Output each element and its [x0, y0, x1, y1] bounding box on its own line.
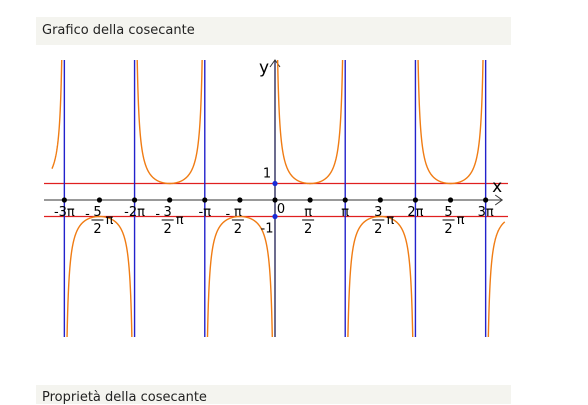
x-tick-label-numerator: 5	[444, 205, 452, 220]
x-axis-label: x	[492, 177, 502, 197]
x-tick-point	[272, 197, 278, 203]
section-title: Proprietà della cosecante	[42, 390, 207, 405]
y-tick-label: 1	[263, 167, 271, 182]
x-tick-point	[237, 197, 243, 203]
x-tick-point	[131, 197, 138, 203]
csc-curve-branch	[51, 60, 63, 169]
x-tick-point	[447, 197, 454, 203]
x-tick-label-denominator: 2	[374, 222, 382, 237]
csc-curve-branch	[487, 221, 506, 337]
section-header-grafico: Grafico della cosecante	[36, 17, 511, 45]
x-tick-label-numerator: 5	[93, 205, 101, 220]
csc-curve-branch	[136, 60, 203, 185]
x-tick-label-sign: -	[155, 207, 160, 222]
x-tick-label-sign: -	[85, 207, 90, 222]
x-tick-label-pi: π	[106, 213, 114, 228]
x-tick-label: -3π	[54, 205, 75, 220]
x-tick-point	[61, 197, 67, 203]
x-tick-point	[412, 197, 419, 203]
y-tick-label: -1	[261, 222, 274, 237]
x-tick-label: 2π	[407, 205, 423, 220]
y-tick-point	[272, 213, 278, 220]
x-tick-point	[167, 197, 173, 203]
x-axis-arrow	[494, 194, 504, 206]
x-tick-label: -π	[199, 205, 212, 220]
y-tick-point	[272, 180, 278, 187]
x-tick-point	[307, 197, 313, 203]
x-tick-label-denominator: 2	[164, 222, 172, 237]
x-tick-label-denominator: 2	[234, 222, 242, 237]
x-tick-label-pi: π	[176, 213, 184, 228]
x-tick-label-pi: π	[386, 213, 394, 228]
y-axis-label: y	[259, 58, 269, 78]
x-tick-label-numerator: 3	[164, 205, 172, 220]
x-tick-label-denominator: 2	[93, 222, 101, 237]
x-tick-label-numerator: π	[234, 205, 242, 220]
x-tick-label-numerator: 3	[374, 205, 382, 220]
x-tick-label: 0	[277, 202, 285, 217]
x-tick-point	[96, 197, 103, 203]
section-title: Grafico della cosecante	[42, 23, 195, 38]
x-tick-point	[377, 197, 383, 203]
x-tick-label: π	[341, 205, 349, 220]
x-tick-label: 3π	[478, 205, 494, 220]
x-tick-label-numerator: π	[304, 205, 312, 220]
csc-curve-branch	[347, 215, 414, 337]
x-tick-label-denominator: 2	[304, 222, 312, 237]
x-tick-label: -2π	[124, 205, 145, 220]
x-tick-label-denominator: 2	[444, 222, 452, 237]
csc-curve-branch	[417, 60, 484, 185]
x-tick-label-sign: -	[226, 207, 231, 222]
x-tick-point	[202, 197, 208, 203]
x-tick-label-pi: π	[457, 213, 465, 228]
section-header-proprieta: Proprietà della cosecante	[36, 385, 511, 405]
csc-curve-branch	[276, 60, 344, 185]
x-tick-point	[483, 197, 489, 203]
x-tick-point	[342, 197, 348, 203]
csc-curve-branch	[206, 215, 273, 337]
csc-curve-branch	[66, 215, 133, 337]
